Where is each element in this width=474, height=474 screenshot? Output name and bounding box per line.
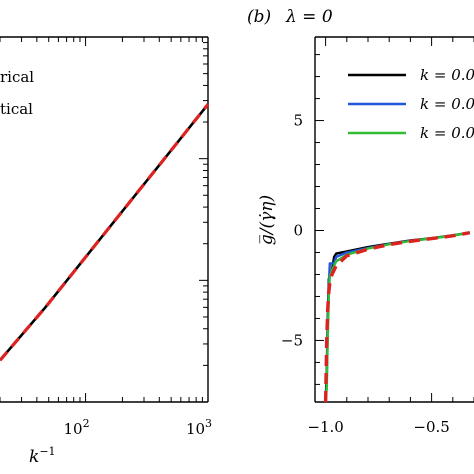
panel-b-y-axis-label: g̅/(γ̇η)	[257, 195, 277, 245]
panel-b-y-tick-label: 5	[293, 112, 303, 130]
panel-a-legend-label-1: rical	[0, 68, 34, 86]
panel-a-x-tick-label: 103	[186, 417, 212, 438]
panel-b-series-line-3	[324, 231, 471, 403]
panel-b: (b) λ = 0 50−5−1.0 −0.5 g̅/(γ̇η) k = 0.0k…	[247, 7, 474, 436]
panel-a-x-tick-label: 102	[64, 417, 90, 438]
panel-b-x-tick-label: −1.0	[307, 418, 343, 436]
panel-a-x-axis-label-exponent: −1	[39, 445, 55, 458]
panel-b-ticks	[315, 37, 474, 402]
panel-b-label: (b)	[247, 7, 271, 27]
panel-b-y-tick-label: 0	[293, 221, 303, 239]
panel-b-legend: k = 0.0 k = 0.0 k = 0.0	[348, 66, 474, 142]
panel-a-series	[0, 103, 210, 362]
panel-b-legend-label-1: k = 0.0	[420, 66, 474, 84]
panel-a-ticks	[0, 36, 209, 403]
panel-b-tick-labels: 5 0 −5 −1.0 −0.5	[281, 112, 450, 436]
panel-b-series	[323, 231, 471, 403]
panel-b-series-line-1	[324, 231, 470, 403]
panel-b-series-line-4	[323, 231, 471, 403]
panel-a-x-tick-labels: 102 103	[64, 417, 213, 438]
panel-b-x-tick-label: −0.5	[413, 418, 449, 436]
panel-b-y-tick-label: −5	[281, 331, 303, 349]
panel-b-title: λ = 0	[285, 7, 333, 27]
panel-a: 102 103 rical tical k−1	[0, 36, 213, 467]
panel-b-legend-label-3: k = 0.0	[420, 124, 474, 142]
panel-b-series-line-2	[324, 231, 471, 403]
panel-b-legend-label-2: k = 0.0	[420, 95, 474, 113]
panel-a-series-line-2	[0, 103, 210, 362]
panel-a-x-axis-label: k−1	[29, 445, 56, 467]
panel-a-legend-label-2: tical	[0, 100, 33, 118]
